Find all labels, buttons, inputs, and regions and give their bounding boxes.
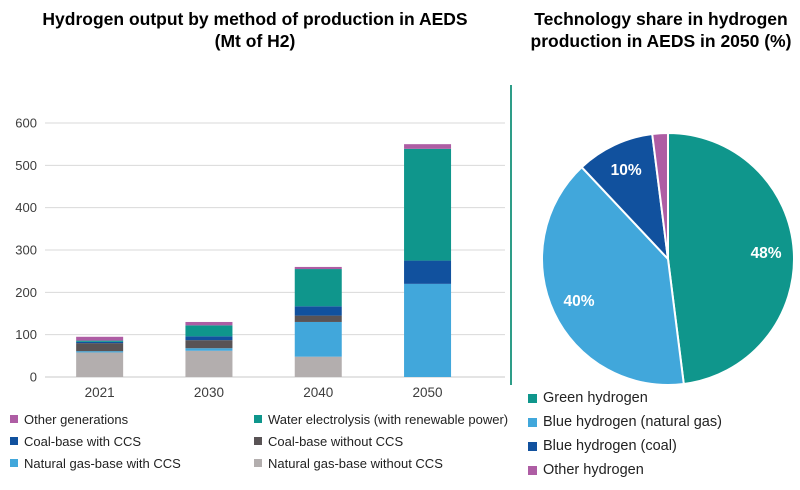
legend-item: Natural gas-base with CCS [10,454,254,472]
x-axis-category-label: 2021 [85,385,115,400]
legend-item: Natural gas-base without CCS [254,454,508,472]
legend-swatch-icon [528,393,537,403]
bar-segment [76,340,124,342]
legend-swatch-icon [528,441,537,451]
bar-segment [185,340,233,349]
pie-slice-label: 40% [564,293,595,310]
legend-item: Coal-base with CCS [10,432,254,450]
legend-item-label: Natural gas-base without CCS [268,455,443,471]
pie-slice [651,132,669,260]
pie-slice [580,132,669,260]
bar-chart: 0 100 200 300 400 500 600 2021 2030 2040 2050 [15,116,505,400]
bar-segment [76,351,124,353]
bar-segment [294,269,342,307]
bar-segment [76,343,124,352]
pie-slice [667,132,795,386]
legend-item-label: Other hydrogen [543,462,644,478]
y-axis-tick-label: 0 [30,370,37,385]
x-axis-category-label: 2040 [303,385,333,400]
x-axis-category-label: 2030 [194,385,224,400]
x-axis-category-label: 2050 [413,385,443,400]
y-axis-tick-label: 500 [15,158,37,173]
legend-item: Blue hydrogen (natural gas) [528,414,722,430]
pie-slice [541,166,685,386]
legend-item-label: Other generations [24,411,129,427]
bar-segment [185,348,233,351]
bar-chart-legend: Other generations Coal-base with CCS Natur… [10,410,508,472]
legend-swatch-icon [10,437,18,445]
bar-segment [76,341,124,344]
bar-segment [404,260,452,284]
legend-swatch-icon [10,459,18,467]
legend-swatch-icon [528,465,537,475]
pie-chart-legend: Green hydrogen Blue hydrogen (natural gas… [528,390,722,478]
legend-item: Green hydrogen [528,390,722,406]
pie-chart: 48%40%10%2% [541,132,795,386]
legend-swatch-icon [528,417,537,427]
bar-segment [185,321,233,326]
legend-swatch-icon [254,415,262,423]
bar-segment [185,350,233,377]
legend-item-label: Blue hydrogen (natural gas) [543,414,722,430]
bar-chart-title: Hydrogen output by method of production … [42,9,468,52]
bar-segment [404,283,452,377]
bar-segment [294,306,342,316]
legend-item: Coal-base without CCS [254,432,508,450]
pie-slice-label: 10% [611,162,642,179]
legend-item: Other hydrogen [528,462,722,478]
pie-slice-label: 48% [751,245,782,262]
divider-line [510,85,512,385]
bar-segment [404,148,452,261]
y-axis-tick-label: 100 [15,327,37,342]
legend-item-label: Water electrolysis (with renewable power… [268,411,509,427]
legend-swatch-icon [254,437,262,445]
legend-item-label: Green hydrogen [543,390,648,406]
legend-item-label: Natural gas-base with CCS [24,455,181,471]
bar-segment [76,352,124,377]
legend-item-label: Coal-base without CCS [268,433,404,449]
y-axis-tick-label: 300 [15,243,37,258]
pie-chart-title: Technology share in hydrogen production … [530,9,792,52]
bar-segment [404,144,452,149]
legend-item: Water electrolysis (with renewable power… [254,410,508,428]
bar-segment [294,356,342,377]
bar-segment [185,336,233,341]
bar-segment [294,266,342,270]
legend-swatch-icon [10,415,18,423]
bar-segment [185,325,233,337]
legend-item: Blue hydrogen (coal) [528,438,722,454]
y-axis-tick-label: 200 [15,285,37,300]
legend-item-label: Blue hydrogen (coal) [543,438,677,454]
legend-swatch-icon [254,459,262,467]
legend-item-label: Coal-base with CCS [24,433,142,449]
bar-segment [294,321,342,357]
bar-segment [294,315,342,322]
legend-item: Other generations [10,410,254,428]
y-axis-tick-label: 600 [15,116,37,131]
y-axis-tick-label: 400 [15,200,37,215]
bar-segment [76,336,124,341]
